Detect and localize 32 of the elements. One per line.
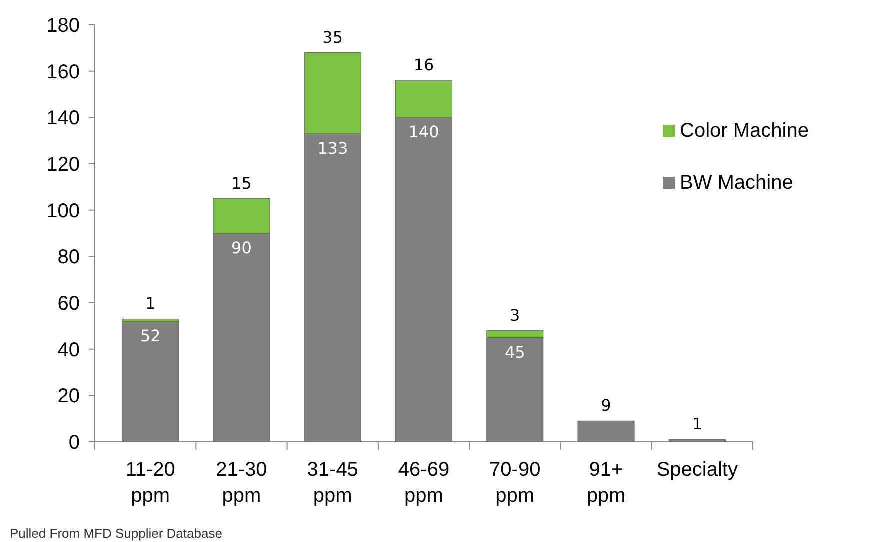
y-tick-label: 60 xyxy=(58,293,80,315)
y-tick-label: 120 xyxy=(46,154,80,176)
x-tick-label: 31-45 ppm xyxy=(307,459,358,507)
data-label: 9 xyxy=(601,396,612,416)
y-tick-label: 140 xyxy=(46,108,80,130)
data-label: 15 xyxy=(232,174,252,193)
x-tick-label: 70-90 ppm xyxy=(490,459,541,507)
data-label: 90 xyxy=(232,238,252,258)
y-tick-label: 80 xyxy=(58,246,80,269)
data-label: 45 xyxy=(504,342,526,362)
data-label: 1 xyxy=(692,414,702,434)
data-label: 133 xyxy=(318,138,348,158)
text: Pulled From MFD Supplier Database xyxy=(10,526,222,541)
data-label: 52 xyxy=(140,326,161,346)
data-label: 140 xyxy=(408,122,440,142)
x-tick-label: 91+ ppm xyxy=(586,459,626,507)
data-label: 3 xyxy=(510,306,520,325)
y-tick-label: 40 xyxy=(58,339,80,362)
x-tick-label: 46-69 ppm xyxy=(398,459,450,507)
x-tick-label: 11-20 ppm xyxy=(126,459,176,507)
x-tick-label: Specialty xyxy=(656,459,738,481)
data-label: 16 xyxy=(414,56,434,75)
data-label: 1 xyxy=(146,294,156,314)
y-tick-label: 20 xyxy=(58,386,80,408)
x-tick-label: 21-30 ppm xyxy=(216,459,268,507)
y-tick-label: 100 xyxy=(46,200,80,222)
legend-label: Color Machine xyxy=(680,120,809,142)
legend-label: BW Machine xyxy=(680,172,794,194)
y-tick-label: 160 xyxy=(46,61,80,84)
data-label: 35 xyxy=(322,28,344,47)
y-tick-label: 0 xyxy=(68,432,80,454)
y-tick-label: 180 xyxy=(46,15,80,37)
